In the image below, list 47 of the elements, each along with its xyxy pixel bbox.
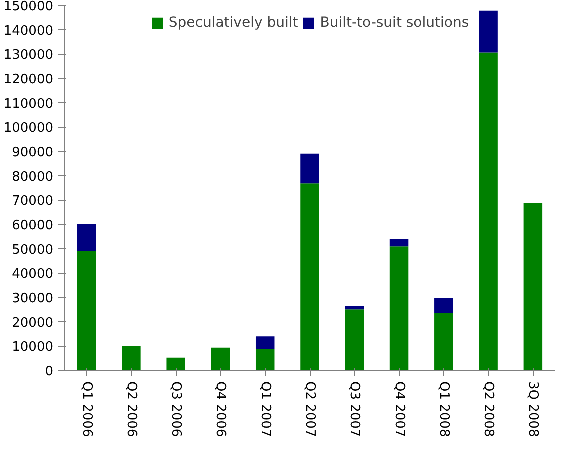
x-tick-label: Q4 2007 (392, 382, 407, 438)
x-tick-label: Q3 2007 (347, 382, 362, 438)
bar (390, 239, 409, 247)
bar (166, 358, 186, 370)
x-tick-label: Q2 2008 (481, 382, 496, 438)
x-tick-label: Q1 2007 (258, 382, 273, 438)
y-tick-label: 70000 (12, 194, 54, 210)
bar (479, 52, 498, 370)
y-tick-label: 80000 (12, 170, 54, 185)
x-tick-label: Q2 2007 (302, 382, 318, 438)
y-tick-label: 120000 (4, 72, 54, 88)
bar (256, 336, 275, 350)
bar (122, 346, 141, 370)
y-tick-label: 130000 (4, 48, 54, 64)
x-tick-label: Q1 2006 (79, 382, 94, 438)
bar (300, 154, 320, 184)
y-tick-label: 60000 (12, 218, 54, 234)
legend-label: Built-to-suit solutions (320, 15, 470, 31)
y-tick-label: 150000 (4, 0, 54, 14)
y-tick-label: 0 (45, 364, 54, 380)
bar (434, 313, 454, 370)
bar (77, 251, 96, 370)
bar (211, 348, 230, 370)
bar (345, 310, 364, 370)
x-tick-label: Q3 2006 (168, 382, 184, 438)
y-tick-label: 40000 (12, 267, 54, 282)
x-tick-label: Q2 2006 (124, 382, 139, 438)
x-tick-label: Q1 2008 (436, 382, 452, 438)
y-tick-label: 30000 (12, 292, 54, 306)
bar (300, 184, 320, 370)
y-tick-label: 50000 (12, 242, 54, 258)
y-tick-label: 90000 (12, 146, 54, 160)
x-tick-label: Q4 2006 (213, 382, 228, 438)
bar (479, 10, 498, 53)
bar (390, 246, 409, 370)
bar (77, 224, 96, 252)
y-tick-label: 100000 (4, 121, 54, 136)
y-tick-label: 20000 (12, 316, 54, 331)
x-tick-label: 3Q 2008 (526, 382, 541, 438)
bar (434, 298, 454, 314)
bar (345, 306, 364, 310)
bar (256, 349, 275, 370)
bar (524, 203, 543, 370)
y-tick-label: 10000 (12, 340, 54, 356)
y-tick-label: 140000 (4, 24, 54, 39)
legend-label: Speculatively built (168, 15, 298, 31)
y-tick-label: 110000 (4, 96, 54, 112)
